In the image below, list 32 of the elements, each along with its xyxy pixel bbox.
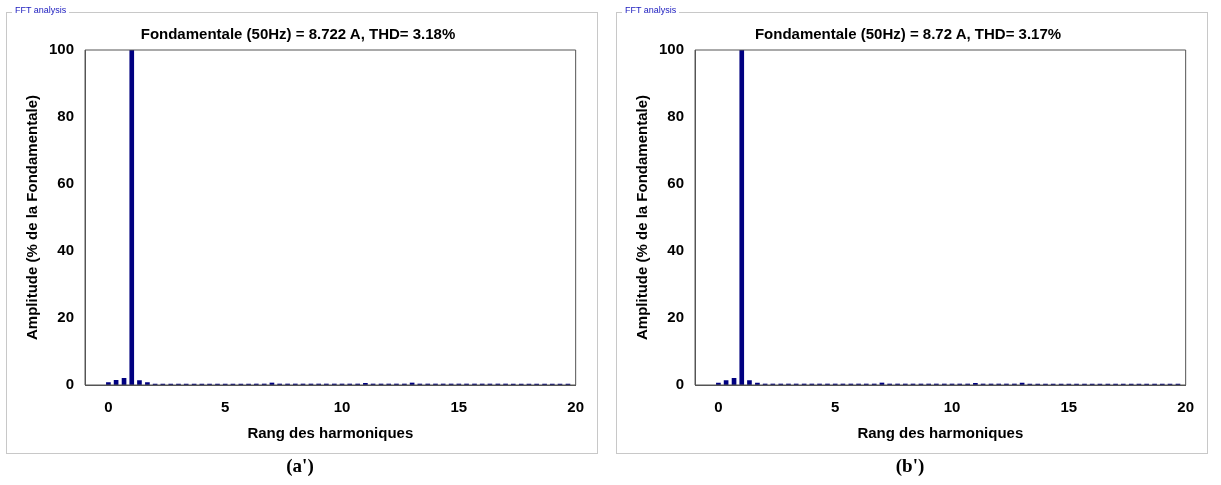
y-tick-label: 20 (57, 308, 75, 326)
x-tick-label: 5 (831, 398, 840, 416)
x-tick-label: 15 (450, 398, 468, 416)
y-tick-label: 20 (667, 308, 685, 326)
x-axis-title: Rang des harmoniques (247, 424, 414, 442)
chart-title: Fondamentale (50Hz) = 8.72 A, THD= 3.17% (754, 25, 1062, 43)
chart-title: Fondamentale (50Hz) = 8.722 A, THD= 3.18% (140, 25, 456, 43)
text: FFT analysis (12, 5, 70, 15)
y-tick-label: 0 (675, 375, 685, 393)
y-tick-label: 40 (57, 241, 75, 259)
text: (b') (894, 455, 926, 477)
y-tick-label: 80 (57, 107, 75, 125)
y-tick-label: 60 (667, 174, 685, 192)
x-tick-label: 10 (333, 398, 351, 416)
y-tick-label: 100 (49, 40, 75, 58)
y-axis-title: Amplitude (% de la Fondamentale) (633, 94, 651, 341)
x-tick-label: 15 (1060, 398, 1078, 416)
x-tick-label: 20 (567, 398, 584, 416)
x-tick-label: 0 (714, 398, 723, 416)
x-tick-label: 0 (104, 398, 113, 416)
y-tick-label: 100 (659, 40, 685, 58)
x-tick-label: 20 (1177, 398, 1194, 416)
x-axis-title: Rang des harmoniques (857, 424, 1024, 442)
y-axis-title: Amplitude (% de la Fondamentale) (23, 94, 41, 341)
x-tick-label: 5 (221, 398, 230, 416)
text: (a') (285, 455, 315, 477)
x-tick-label: 10 (943, 398, 961, 416)
y-tick-label: 0 (65, 375, 75, 393)
y-tick-label: 40 (667, 241, 685, 259)
y-tick-label: 80 (667, 107, 685, 125)
text: FFT analysis (622, 5, 680, 15)
y-tick-label: 60 (57, 174, 75, 192)
